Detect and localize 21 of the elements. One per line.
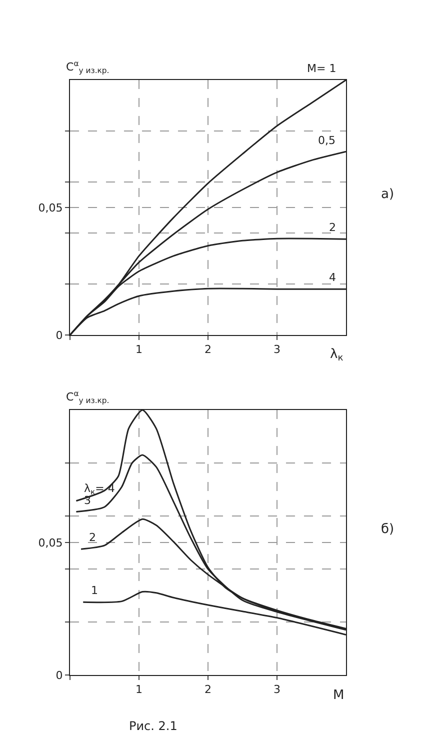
text: б) [381, 522, 394, 537]
x-tick-label: 3 [274, 343, 280, 356]
x-tick-label: 2 [204, 683, 212, 696]
y-tick-label: 0,05 [38, 536, 63, 550]
x-tick-label: 1 [136, 343, 142, 356]
x-tick-label: 2 [204, 343, 212, 356]
y-tick-label: 0 [56, 668, 63, 682]
x-axis-title: M [333, 688, 344, 703]
series-label: M= 1 [307, 62, 336, 75]
y-tick-label: 0,05 [38, 201, 63, 214]
text: а) [381, 187, 394, 202]
series-label: 1 [91, 584, 98, 597]
series-label: 2 [329, 221, 336, 234]
series-label: 0,5 [318, 134, 336, 147]
y-tick-label: 0 [56, 328, 63, 342]
text: Рис. 2.1 [129, 719, 178, 733]
x-tick-label: 1 [136, 683, 142, 696]
x-tick-label: 3 [274, 683, 280, 696]
x-axis-title: λ$_{к}$ [330, 347, 344, 364]
series-label: 2 [89, 531, 96, 544]
series-label: 4 [329, 271, 336, 284]
